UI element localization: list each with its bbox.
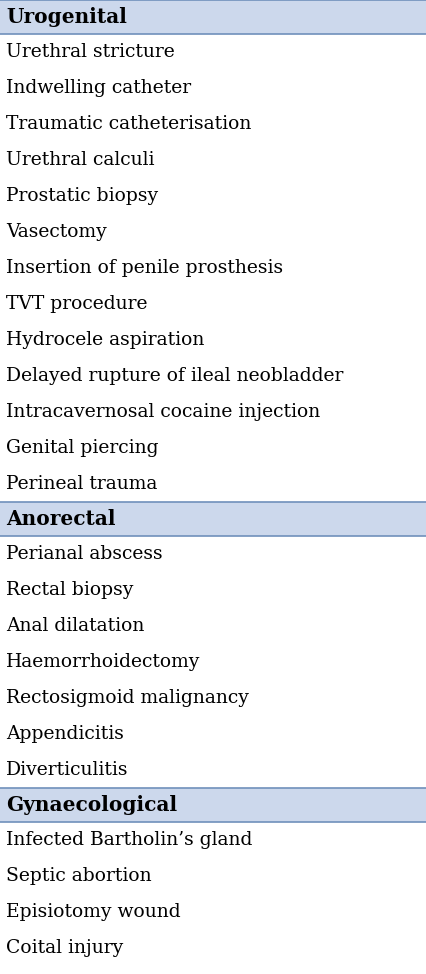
Text: Insertion of penile prosthesis: Insertion of penile prosthesis <box>6 259 282 277</box>
Text: Indwelling catheter: Indwelling catheter <box>6 79 191 97</box>
Text: Urethral stricture: Urethral stricture <box>6 43 174 61</box>
Text: Gynaecological: Gynaecological <box>6 795 177 815</box>
Bar <box>0 0 426 34</box>
Text: Prostatic biopsy: Prostatic biopsy <box>6 187 158 205</box>
Text: Anorectal: Anorectal <box>6 509 115 529</box>
Text: Genital piercing: Genital piercing <box>6 439 158 457</box>
Text: TVT procedure: TVT procedure <box>6 295 147 313</box>
Text: Diverticulitis: Diverticulitis <box>6 761 128 779</box>
Text: Appendicitis: Appendicitis <box>6 725 124 743</box>
Text: Infected Bartholin’s gland: Infected Bartholin’s gland <box>6 831 252 849</box>
Text: Perineal trauma: Perineal trauma <box>6 475 157 493</box>
Text: Coital injury: Coital injury <box>6 939 123 957</box>
Text: Perianal abscess: Perianal abscess <box>6 545 162 563</box>
Text: Intracavernosal cocaine injection: Intracavernosal cocaine injection <box>6 403 320 421</box>
Text: Rectal biopsy: Rectal biopsy <box>6 581 133 599</box>
Text: Anal dilatation: Anal dilatation <box>6 617 144 635</box>
Text: Rectosigmoid malignancy: Rectosigmoid malignancy <box>6 689 248 707</box>
Text: Urethral calculi: Urethral calculi <box>6 151 154 169</box>
Text: Vasectomy: Vasectomy <box>6 223 106 241</box>
Bar <box>0 788 426 822</box>
Bar <box>0 502 426 536</box>
Text: Septic abortion: Septic abortion <box>6 867 151 885</box>
Text: Traumatic catheterisation: Traumatic catheterisation <box>6 115 251 133</box>
Text: Delayed rupture of ileal neobladder: Delayed rupture of ileal neobladder <box>6 367 343 385</box>
Text: Urogenital: Urogenital <box>6 7 127 27</box>
Text: Episiotomy wound: Episiotomy wound <box>6 903 180 921</box>
Text: Hydrocele aspiration: Hydrocele aspiration <box>6 331 204 349</box>
Text: Haemorrhoidectomy: Haemorrhoidectomy <box>6 653 200 671</box>
